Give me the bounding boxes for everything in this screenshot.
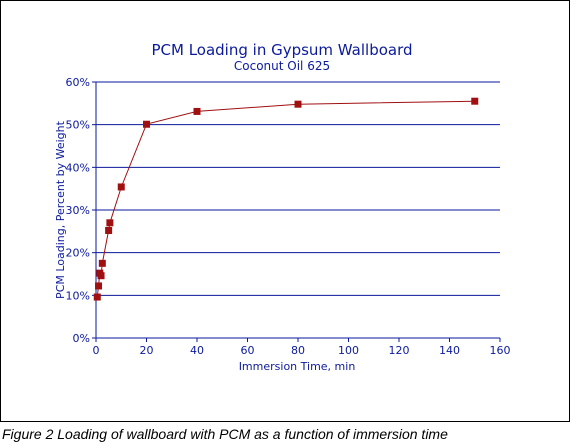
chart-title: PCM Loading in Gypsum Wallboard: [151, 41, 412, 59]
data-point: [105, 226, 113, 234]
series-line: [96, 100, 475, 298]
data-point: [117, 183, 125, 191]
data-point: [97, 272, 105, 280]
x-tick-label: 140: [439, 344, 460, 357]
x-tick-label: 160: [490, 344, 511, 357]
axes: [92, 81, 501, 342]
data-series: [93, 97, 479, 301]
y-tick-label: 20%: [66, 247, 90, 260]
figure-caption: Figure 2 Loading of wallboard with PCM a…: [2, 426, 448, 442]
chart-subtitle: Coconut Oil 625: [234, 59, 330, 73]
data-point: [93, 293, 101, 301]
y-tick-label: 60%: [66, 76, 90, 89]
y-tick-labels: 0% 10% 20% 30% 40% 50% 60%: [66, 76, 90, 345]
y-tick-label: 0%: [73, 332, 90, 345]
figure-frame: [0, 0, 570, 422]
y-tick-label: 30%: [66, 204, 90, 217]
x-tick-label: 0: [93, 344, 100, 357]
x-tick-label: 40: [190, 344, 204, 357]
y-tick-label: 10%: [66, 289, 90, 302]
data-point: [294, 100, 302, 108]
x-tick-label: 60: [241, 344, 255, 357]
x-tick-labels: 0 20 40 60 80 100 120 140 160: [93, 344, 511, 357]
y-tick-label: 50%: [66, 119, 90, 132]
data-point: [193, 107, 201, 115]
y-tick-label: 40%: [66, 161, 90, 174]
x-tick-label: 100: [338, 344, 359, 357]
x-axis-label: Immersion Time, min: [239, 360, 356, 373]
data-point: [471, 97, 479, 105]
chart: PCM Loading in Gypsum Wallboard Coconut …: [54, 41, 511, 373]
y-axis-label: PCM Loading, Percent by Weight: [54, 120, 67, 299]
x-tick-label: 120: [389, 344, 410, 357]
gridlines: [96, 81, 500, 339]
x-tick-label: 20: [140, 344, 154, 357]
x-tick-label: 80: [291, 344, 305, 357]
data-point: [143, 120, 150, 128]
data-point: [98, 259, 106, 267]
data-point: [106, 219, 114, 227]
data-point: [95, 282, 103, 290]
